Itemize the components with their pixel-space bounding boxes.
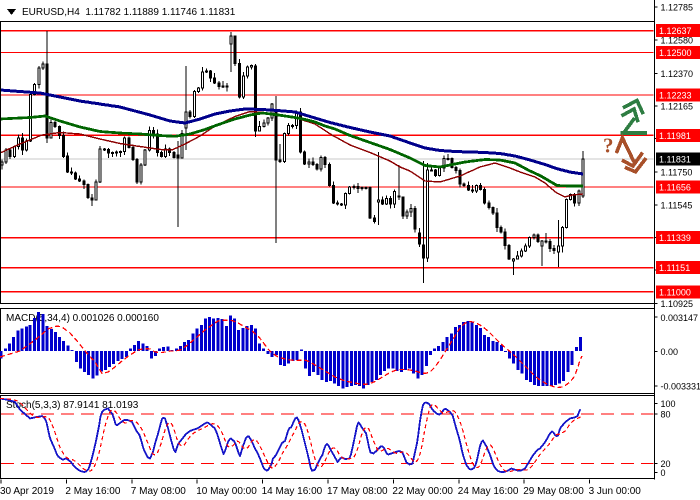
svg-text:1.11339: 1.11339 [659, 233, 691, 243]
svg-text:2 May 16:00: 2 May 16:00 [65, 486, 120, 497]
svg-text:1.11545: 1.11545 [661, 200, 693, 210]
svg-text:-0.003331: -0.003331 [661, 382, 700, 392]
svg-text:1.11656: 1.11656 [659, 183, 691, 193]
svg-text:24 May 16:00: 24 May 16:00 [458, 486, 519, 497]
svg-text:14 May 16:00: 14 May 16:00 [262, 486, 323, 497]
svg-text:0.003147: 0.003147 [661, 313, 699, 323]
svg-text:1.11000: 1.11000 [659, 287, 691, 297]
svg-text:1.12370: 1.12370 [661, 69, 694, 79]
svg-text:0: 0 [661, 468, 666, 478]
svg-text:EURUSD,H4 1.11782 1.11889 1.1: EURUSD,H4 1.11782 1.11889 1.11746 1.1183… [22, 7, 236, 18]
svg-text:30 Apr 2019: 30 Apr 2019 [0, 486, 54, 497]
svg-text:1.11831: 1.11831 [659, 155, 691, 165]
svg-text:1.12580: 1.12580 [661, 35, 694, 45]
svg-text:1.12500: 1.12500 [659, 48, 692, 58]
svg-text:3 Jun 00:00: 3 Jun 00:00 [589, 486, 642, 497]
svg-text:22 May 00:00: 22 May 00:00 [392, 486, 453, 497]
svg-text:1.11981: 1.11981 [659, 131, 691, 141]
svg-text:29 May 08:00: 29 May 08:00 [523, 486, 584, 497]
svg-text:1.12785: 1.12785 [661, 3, 694, 13]
svg-text:100: 100 [661, 399, 676, 409]
svg-text:80: 80 [661, 410, 671, 420]
svg-text:1.11151: 1.11151 [659, 263, 690, 273]
svg-text:1.12233: 1.12233 [659, 91, 692, 101]
svg-text:17 May 08:00: 17 May 08:00 [327, 486, 388, 497]
svg-text:10 May 00:00: 10 May 00:00 [196, 486, 257, 497]
svg-text:?: ? [603, 134, 614, 158]
svg-text:MACD(5,34,4) 0.001026 0.000160: MACD(5,34,4) 0.001026 0.000160 [6, 313, 159, 324]
svg-text:1.11750: 1.11750 [661, 168, 693, 178]
svg-text:1.12637: 1.12637 [659, 26, 692, 36]
svg-text:Stoch(5,3,3) 87.9141 81.0193: Stoch(5,3,3) 87.9141 81.0193 [6, 400, 139, 411]
svg-text:1.12165: 1.12165 [661, 102, 694, 112]
svg-text:7 May 08:00: 7 May 08:00 [131, 486, 186, 497]
svg-text:20: 20 [661, 459, 671, 469]
svg-text:0.00: 0.00 [661, 347, 679, 357]
svg-text:1.10925: 1.10925 [661, 299, 694, 309]
